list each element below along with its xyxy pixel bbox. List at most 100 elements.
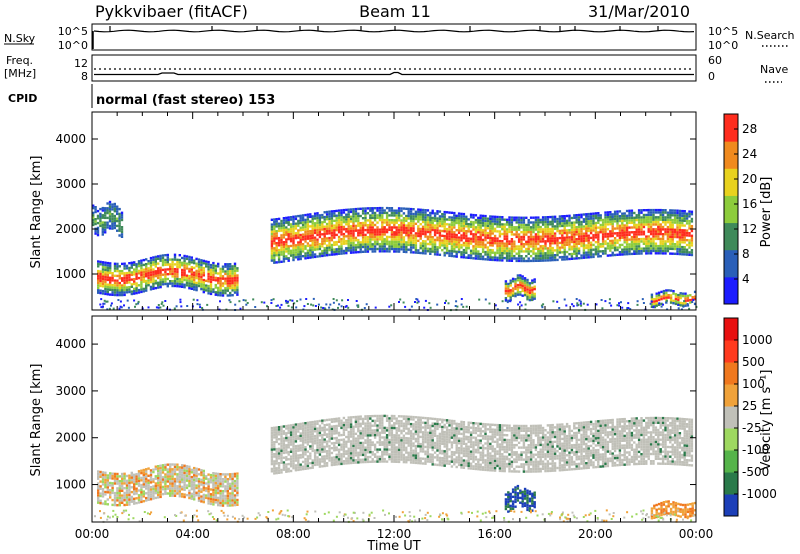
echo-cell — [685, 222, 689, 225]
echo-cell — [674, 293, 678, 296]
noise-cell — [415, 298, 418, 300]
echo-cell — [465, 234, 468, 238]
noise-cell — [460, 303, 463, 306]
echo-cell — [137, 262, 141, 265]
echo-cell — [688, 253, 691, 256]
echo-cell — [541, 245, 545, 248]
echo-cell — [181, 495, 184, 498]
echo-cell — [299, 250, 302, 253]
echo-cell — [104, 228, 107, 232]
echo-cell — [376, 214, 379, 217]
echo-cell — [539, 247, 542, 250]
echo-cell — [202, 493, 205, 497]
echo-cell — [516, 276, 520, 280]
echo-cell — [412, 251, 415, 254]
echo-cell — [669, 226, 672, 229]
echo-cell — [229, 291, 232, 295]
echo-cell — [159, 486, 162, 489]
echo-cell — [371, 250, 374, 253]
echo-cell — [171, 482, 174, 485]
echo-cell — [433, 238, 437, 242]
echo-cell — [104, 266, 107, 269]
echo-cell — [205, 262, 208, 266]
echo-cell — [183, 476, 186, 479]
echo-cell — [462, 229, 466, 233]
echo-cell — [568, 219, 571, 222]
echo-cell — [128, 486, 131, 489]
echo-cell — [92, 204, 95, 207]
echo-cell — [493, 234, 497, 238]
echo-cell — [575, 216, 578, 219]
echo-cell — [633, 233, 636, 236]
noise-cell — [604, 300, 607, 303]
echo-cell — [469, 249, 473, 252]
echo-cell — [280, 435, 283, 438]
echo-cell — [472, 213, 475, 217]
echo-cell — [450, 216, 454, 219]
echo-cell — [385, 221, 389, 224]
echo-cell — [462, 241, 466, 245]
echo-cell — [200, 266, 203, 269]
echo-cell — [623, 231, 626, 234]
echo-cell — [188, 482, 191, 485]
echo-cell — [587, 246, 590, 249]
echo-cell — [219, 497, 222, 500]
echo-cell — [589, 215, 593, 218]
echo-cell — [149, 280, 153, 284]
echo-cell — [436, 231, 439, 235]
echo-cell — [214, 486, 217, 490]
echo-cell — [188, 477, 191, 480]
echo-cell — [568, 214, 571, 217]
noise-cell — [303, 305, 306, 308]
echo-cell — [147, 284, 150, 287]
echo-cell — [462, 212, 466, 216]
echo-cell — [521, 277, 524, 281]
echo-cell — [202, 281, 205, 284]
echo-cell — [183, 259, 186, 262]
echo-cell — [498, 244, 502, 248]
echo-cell — [388, 219, 391, 222]
echo-cell — [472, 257, 475, 260]
echo-cell — [616, 253, 619, 256]
echo-cell — [659, 232, 662, 236]
echo-cell — [618, 215, 622, 218]
echo-cell — [407, 236, 410, 239]
echo-cell — [426, 238, 430, 241]
echo-cell — [328, 241, 331, 245]
echo-cell — [304, 233, 307, 236]
echo-cell — [345, 251, 348, 255]
echo-cell — [642, 209, 646, 212]
echo-cell — [523, 293, 527, 297]
echo-cell — [385, 235, 389, 239]
echo-cell — [541, 249, 545, 253]
echo-cell — [294, 217, 298, 221]
echo-cell — [436, 224, 439, 227]
echo-cell — [412, 208, 415, 211]
echo-cell — [664, 242, 667, 245]
echo-cell — [443, 230, 446, 233]
echo-cell — [145, 258, 148, 261]
freq-tick-top: 12 — [74, 57, 88, 70]
echo-cell — [378, 216, 382, 219]
noise-cell — [654, 306, 657, 309]
echo-cell — [528, 291, 532, 295]
echo-cell — [383, 245, 386, 248]
echo-cell — [97, 284, 100, 287]
echo-cell — [173, 272, 177, 276]
echo-cell — [349, 249, 353, 252]
echo-cell — [688, 224, 691, 228]
echo-cell — [169, 475, 172, 478]
echo-cell — [99, 480, 102, 483]
echo-cell — [185, 472, 189, 475]
echo-cell — [99, 219, 102, 223]
echo-cell — [597, 231, 600, 234]
echo-cell — [207, 495, 210, 498]
echo-cell — [330, 229, 334, 232]
echo-cell — [592, 234, 595, 237]
echo-cell — [453, 223, 456, 227]
echo-cell — [178, 280, 181, 283]
echo-cell — [640, 218, 643, 222]
echo-cell — [412, 220, 415, 223]
echo-cell — [681, 224, 684, 227]
echo-cell — [347, 249, 350, 252]
